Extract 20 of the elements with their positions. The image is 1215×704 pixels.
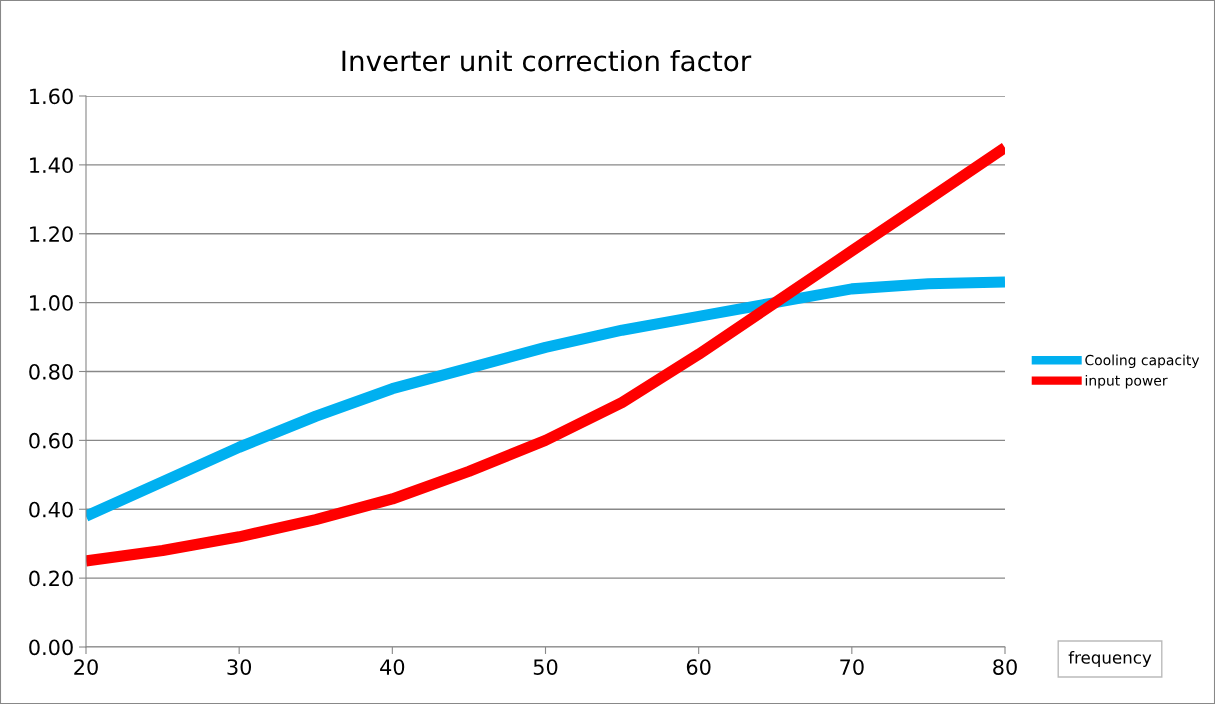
y-tick-label: 1.00	[30, 295, 73, 311]
chart-title: Inverter unit correction factor	[342, 49, 752, 72]
x-tick-label: 20	[74, 659, 98, 675]
x-tick-label: 60	[686, 659, 711, 675]
x-tick-label: 30	[227, 659, 252, 675]
x-tick-label: 70	[840, 659, 864, 675]
x-tick-label: 40	[380, 659, 405, 675]
y-tick-label: 0.60	[29, 432, 73, 449]
x-tick-label: 80	[993, 659, 1017, 675]
y-tick-label: 1.60	[30, 88, 73, 105]
y-tick-label: 0.20	[29, 570, 73, 587]
legend-label: Cooling capacity	[1085, 354, 1200, 369]
x-axis-title: frequency	[1068, 650, 1152, 668]
legend-label: input power	[1085, 374, 1168, 389]
y-tick-label: 0.40	[29, 501, 73, 518]
y-tick-label: 0.00	[29, 639, 73, 656]
y-tick-label: 1.40	[30, 157, 73, 174]
y-tick-label: 1.20	[30, 226, 73, 242]
y-tick-label: 0.80	[29, 363, 73, 380]
x-tick-label: 50	[533, 659, 558, 675]
